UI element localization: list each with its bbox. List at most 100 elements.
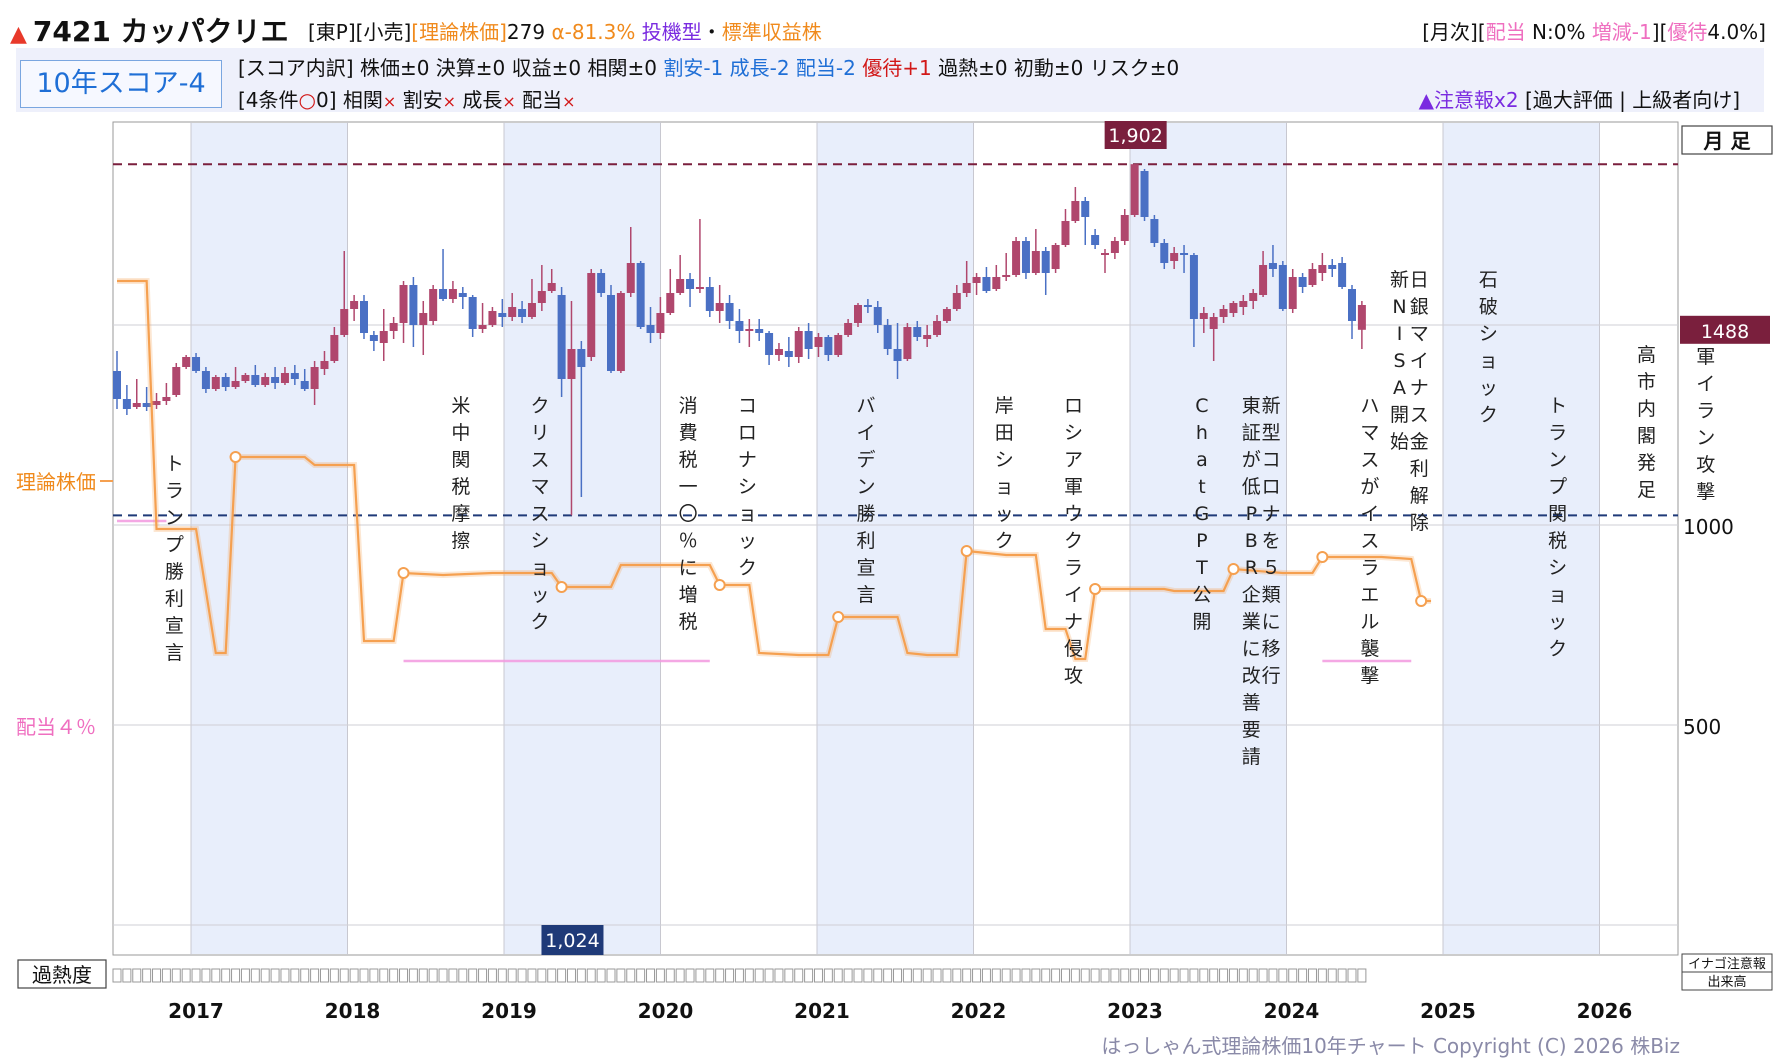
candle (122, 385, 131, 415)
overheat-cell (606, 968, 616, 983)
event-char: ナ (1410, 377, 1429, 399)
candle (1051, 243, 1060, 273)
candle (280, 367, 289, 385)
cross-icon: × (502, 92, 516, 111)
candle (1298, 273, 1307, 293)
candle (350, 295, 359, 321)
event-char: ン (1548, 449, 1567, 471)
candle-body (1338, 263, 1347, 287)
overheat-cell (448, 968, 458, 983)
candle (439, 249, 448, 301)
candle (1328, 259, 1337, 277)
overheat-cell (497, 968, 507, 983)
candle (201, 367, 210, 393)
event-char: ス (1360, 449, 1379, 471)
candle (300, 369, 309, 391)
theory-price-marker (1316, 551, 1329, 563)
event-char: ッ (530, 584, 549, 606)
candle (1110, 237, 1119, 259)
candle (557, 287, 566, 397)
event-char: 一 (679, 476, 698, 498)
overheat-cell (734, 968, 744, 983)
candle-body (468, 297, 477, 329)
event-char: シ (995, 449, 1014, 471)
candle-body (508, 307, 517, 317)
candle (1170, 247, 1179, 269)
overheat-cell (201, 968, 211, 983)
candle (389, 317, 398, 339)
event-char: シ (1479, 323, 1498, 345)
overheat-cell (557, 968, 567, 983)
overheat-cell (873, 968, 883, 983)
event-char: 言 (165, 642, 184, 664)
candle-body (854, 305, 862, 323)
candle (992, 265, 1001, 291)
condition-cheap: 割安 (396, 88, 443, 112)
event-char: 破 (1479, 296, 1498, 318)
candle-body (162, 397, 171, 401)
event-char: ラ (1548, 422, 1567, 444)
event-char: 増 (679, 584, 698, 606)
candle-body (1071, 201, 1080, 221)
event-char: h (1196, 422, 1208, 444)
theory-price-value: 279 (506, 20, 546, 44)
overheat-cell (527, 968, 537, 983)
candle-body (369, 335, 378, 341)
event-char: マ (1360, 422, 1379, 444)
candle (182, 355, 191, 369)
stock-category: 標準収益株 (721, 20, 822, 44)
candle-body (745, 329, 754, 331)
event-char: ク (1479, 404, 1498, 426)
event-char: 撃 (1696, 481, 1715, 503)
candle (1002, 253, 1011, 281)
current-price-label: 1488 (1701, 321, 1749, 343)
event-char: 請 (1242, 746, 1261, 768)
overheat-cell (883, 968, 893, 983)
event-char: 石 (1479, 269, 1498, 291)
event-char: ッ (995, 503, 1014, 525)
candle (1268, 245, 1277, 277)
candle-body (498, 313, 507, 317)
candle-body (310, 367, 319, 389)
overheat-cell (359, 968, 369, 983)
candle (290, 365, 299, 385)
event-char: N (1392, 296, 1406, 318)
overheat-cell (1149, 968, 1159, 983)
event-char: 開 (1390, 404, 1409, 426)
warning-text: [過大評価 | 上級者向け] (1524, 88, 1740, 112)
candle (942, 307, 951, 323)
year-band (1443, 123, 1600, 954)
overheat-cell (132, 968, 142, 983)
candle-body (429, 289, 438, 321)
candle-body (241, 375, 250, 381)
overheat-cell (290, 968, 300, 983)
overheat-cell (310, 968, 320, 983)
candle-body (478, 325, 487, 329)
candle-body (1110, 241, 1119, 253)
event-char: 日 (1410, 269, 1429, 291)
overheat-cell (517, 968, 527, 983)
event-char: シ (530, 530, 549, 552)
event-char: ス (530, 503, 549, 525)
event-char: 税 (1548, 530, 1567, 552)
event-char: 米 (451, 395, 470, 417)
event-char: 消 (679, 395, 698, 417)
candle (1120, 209, 1129, 245)
overheat-cell (349, 968, 359, 983)
theory-price-marker (555, 581, 568, 593)
theory-price-marker (397, 567, 410, 579)
candle-body (567, 349, 576, 379)
event-char: 宣 (165, 615, 184, 637)
candle (518, 301, 527, 323)
overheat-cell (665, 968, 675, 983)
min-price-label: 1,024 (545, 930, 599, 952)
overheat-cell (744, 968, 754, 983)
candle (715, 285, 724, 323)
overheat-cell (833, 968, 843, 983)
overheat-cell (1041, 968, 1051, 983)
event-char: 税 (679, 611, 698, 633)
overheat-cell (646, 968, 656, 983)
candle-body (172, 367, 181, 395)
